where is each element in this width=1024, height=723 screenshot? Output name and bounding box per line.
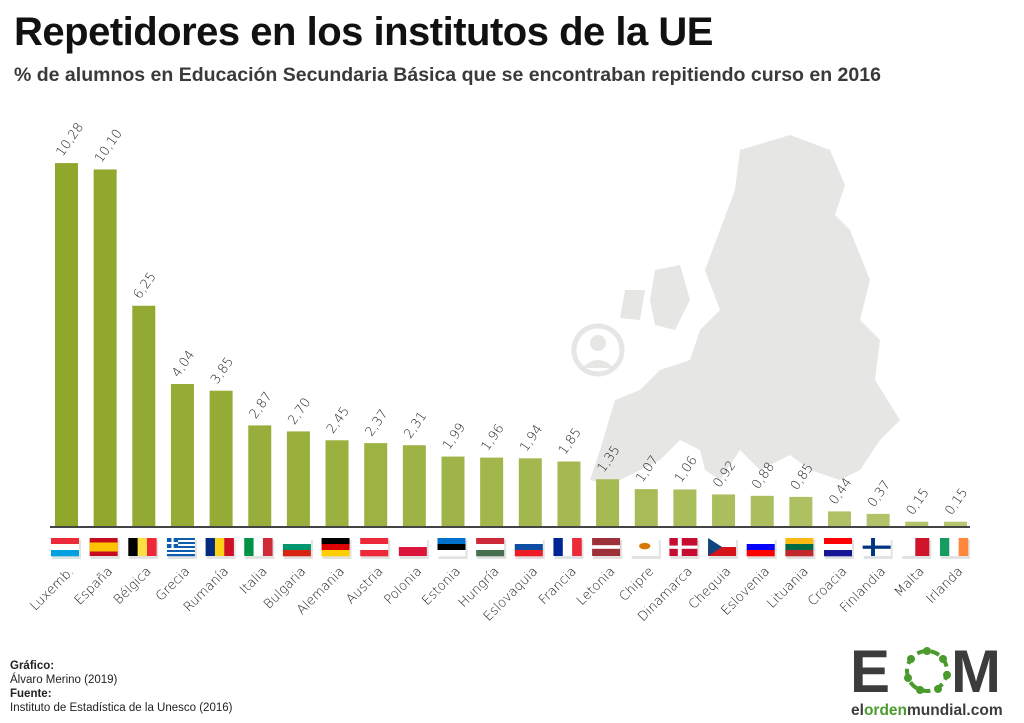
bar-19 <box>789 496 813 527</box>
flag-de-icon <box>321 538 352 559</box>
value-label-12: 1,94 <box>517 422 546 454</box>
value-label-0: 10,28 <box>53 120 87 159</box>
bar-21 <box>866 513 890 527</box>
flag-sk-icon <box>514 538 545 559</box>
bar-5 <box>248 425 272 527</box>
value-label-5: 2,87 <box>247 389 276 421</box>
flag-ro-icon <box>205 538 236 559</box>
category-label-23: Irlanda <box>924 564 967 607</box>
flag-gr-icon <box>166 538 197 559</box>
flag-dk-icon <box>669 538 700 559</box>
student-icon <box>571 323 625 377</box>
bar-0 <box>55 163 78 527</box>
value-label-18: 0,88 <box>749 460 778 492</box>
bar-1 <box>93 169 117 527</box>
value-label-11: 1,96 <box>479 422 508 454</box>
flag-es-icon <box>89 538 120 559</box>
value-label-22: 0,15 <box>904 486 933 518</box>
bar-20 <box>828 511 851 527</box>
value-label-2: 6,25 <box>131 270 160 302</box>
credit-chart-label: Gráfico: <box>10 660 55 672</box>
value-label-7: 2,45 <box>324 404 353 436</box>
flag-be-icon <box>128 538 159 559</box>
category-label-0: Luxemb. <box>27 564 77 614</box>
category-label-5: Italia <box>237 564 270 597</box>
flag-mt-icon <box>901 538 932 559</box>
value-label-4: 3,85 <box>208 355 237 387</box>
bar-8 <box>364 443 388 527</box>
logo-url: elordenmundial.com <box>851 702 1003 719</box>
flag-fi-icon <box>862 538 893 559</box>
bar-4 <box>209 390 233 527</box>
flags-group <box>51 538 970 559</box>
bar-10 <box>441 456 465 527</box>
credit-source-value: Instituto de Estadística de la Unesco (2… <box>10 702 233 714</box>
bar-6 <box>286 431 310 527</box>
bar-7 <box>325 440 349 527</box>
bar-23 <box>943 521 967 527</box>
flag-lu-icon <box>51 538 81 559</box>
flag-si-icon <box>746 538 777 559</box>
flag-lv-icon <box>592 538 623 559</box>
logo-letter-e: E <box>850 640 890 705</box>
value-label-6: 2,70 <box>285 395 314 427</box>
value-label-1: 10,10 <box>92 127 126 166</box>
value-label-20: 0,44 <box>826 475 855 507</box>
category-label-22: Malta <box>892 564 928 600</box>
category-label-19: Lituania <box>764 564 811 611</box>
category-label-8: Austria <box>343 564 386 607</box>
value-label-13: 1,85 <box>556 425 585 457</box>
value-label-23: 0,15 <box>942 486 971 518</box>
bar-3 <box>170 383 194 527</box>
flag-ie-icon <box>939 538 970 559</box>
flag-pl-icon <box>398 538 429 559</box>
value-label-10: 1,99 <box>440 421 469 453</box>
logo-letter-m: M <box>951 640 1001 705</box>
credits: Gráfico: Álvaro Merino (2019) Fuente: In… <box>10 659 232 715</box>
eu-map-silhouette <box>571 135 900 485</box>
flag-it-icon <box>244 538 275 559</box>
flag-fr-icon <box>553 538 584 559</box>
value-label-3: 4,04 <box>169 348 198 380</box>
bar-11 <box>480 457 504 527</box>
bar-22 <box>905 521 929 527</box>
bar-15 <box>634 489 658 527</box>
credit-chart-author: Álvaro Merino (2019) <box>10 674 118 686</box>
chart-subtitle: % de alumnos en Educación Secundaria Bás… <box>14 64 881 86</box>
category-label-9: Polonia <box>382 564 426 608</box>
bar-18 <box>750 495 774 527</box>
bar-14 <box>596 479 620 527</box>
bar-12 <box>518 458 542 527</box>
value-label-16: 1,06 <box>672 453 701 485</box>
flag-hu-icon <box>476 538 507 559</box>
flag-cy-icon <box>630 538 661 559</box>
bar-2 <box>132 305 156 527</box>
bars-group <box>55 163 967 527</box>
flag-ee-icon <box>437 538 468 559</box>
bar-16 <box>673 489 697 527</box>
bar-17 <box>712 494 736 527</box>
category-label-13: Francia <box>536 564 580 608</box>
category-label-2: Bélgica <box>111 564 155 608</box>
chart-title: Repetidores en los institutos de la UE <box>14 10 713 54</box>
category-label-14: Letonia <box>574 564 618 608</box>
credit-source-label: Fuente: <box>10 688 52 700</box>
value-label-21: 0,37 <box>865 478 894 510</box>
flag-at-icon <box>360 538 391 559</box>
eom-logo: E M elordenmundial.com <box>850 640 1003 719</box>
category-label-1: España <box>72 564 116 608</box>
value-label-9: 2,31 <box>401 409 430 441</box>
value-label-8: 2,37 <box>363 407 392 439</box>
bar-13 <box>557 461 581 527</box>
flag-hr-icon <box>824 538 854 559</box>
flag-lt-icon <box>785 538 816 559</box>
flag-cz-icon <box>708 538 739 559</box>
bar-9 <box>402 445 426 527</box>
flag-bg-icon <box>282 538 313 559</box>
